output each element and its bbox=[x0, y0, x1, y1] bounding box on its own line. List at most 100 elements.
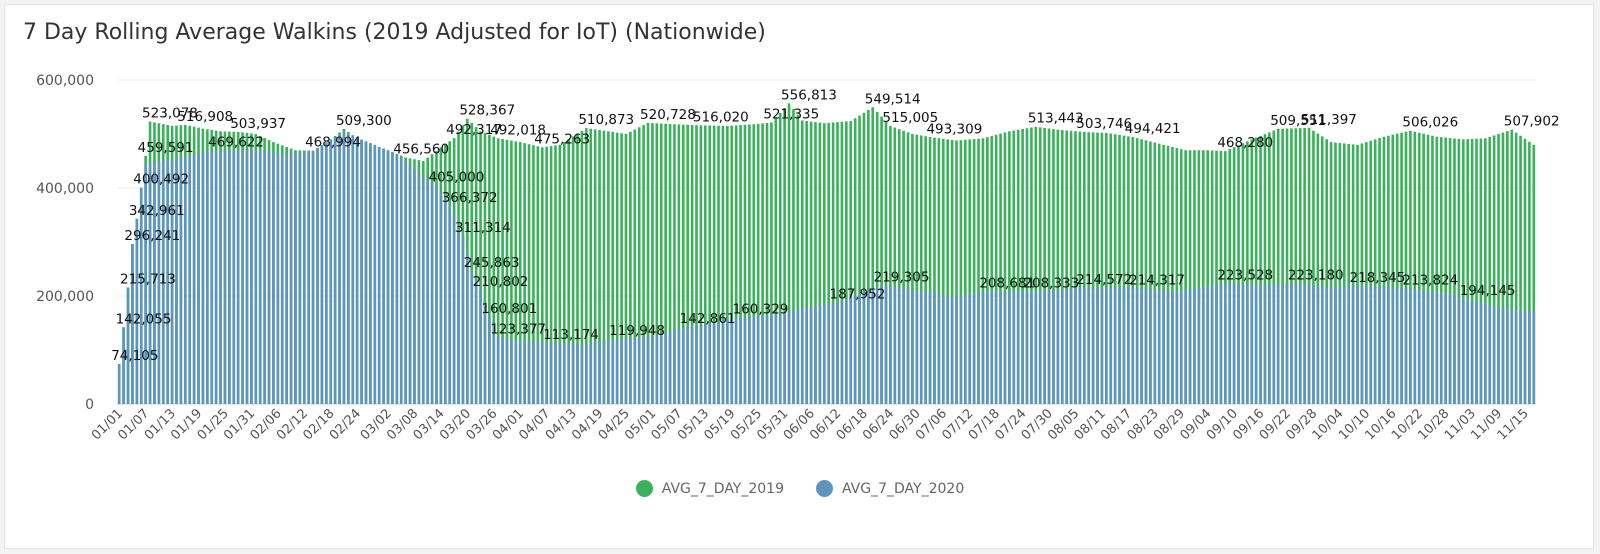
bar bbox=[593, 342, 597, 404]
bar bbox=[677, 329, 681, 404]
data-label: 506,026 bbox=[1402, 115, 1458, 131]
bar bbox=[1382, 136, 1386, 404]
bar bbox=[1329, 287, 1333, 404]
y-tick-label: 200,000 bbox=[36, 289, 94, 305]
bar bbox=[770, 122, 773, 404]
bar bbox=[1043, 127, 1046, 405]
bar bbox=[651, 123, 654, 405]
series-avg-7-day-2020 bbox=[117, 132, 1536, 405]
bar bbox=[840, 300, 844, 404]
bar bbox=[1021, 129, 1024, 404]
data-label: 523,078 bbox=[142, 106, 198, 122]
bar bbox=[501, 338, 504, 404]
bar bbox=[611, 131, 615, 405]
bar bbox=[1488, 136, 1492, 404]
bar bbox=[871, 107, 875, 404]
legend-item-2020[interactable]: AVG_7_DAY_2020 bbox=[816, 480, 964, 497]
bar bbox=[1034, 126, 1038, 405]
bar bbox=[1268, 132, 1271, 405]
bar bbox=[1417, 132, 1421, 405]
bar bbox=[1197, 287, 1201, 404]
bar bbox=[800, 308, 804, 404]
bar bbox=[871, 288, 875, 404]
bar bbox=[329, 140, 333, 404]
data-label: 494,421 bbox=[1125, 121, 1181, 137]
bar bbox=[1532, 311, 1536, 404]
bar bbox=[1334, 287, 1337, 404]
bar bbox=[1047, 128, 1051, 404]
bar bbox=[1157, 143, 1161, 404]
bar bbox=[192, 154, 196, 404]
bar bbox=[955, 140, 958, 405]
bar bbox=[703, 125, 707, 404]
bar bbox=[540, 342, 544, 404]
chart-title: 7 Day Rolling Average Walkins (2019 Adju… bbox=[23, 20, 766, 45]
bar bbox=[1426, 290, 1430, 404]
bar bbox=[1453, 138, 1456, 404]
bar bbox=[1444, 137, 1447, 404]
bar bbox=[413, 169, 416, 404]
bar bbox=[1140, 139, 1143, 405]
bar bbox=[1351, 286, 1355, 404]
bar bbox=[1105, 132, 1108, 405]
bar bbox=[1307, 285, 1311, 404]
bar bbox=[642, 337, 645, 404]
bar bbox=[1069, 130, 1073, 404]
data-label: 311,314 bbox=[455, 220, 511, 236]
bar bbox=[1417, 289, 1421, 404]
bar bbox=[1281, 284, 1284, 404]
bar bbox=[443, 199, 447, 404]
bar bbox=[928, 292, 932, 405]
bar bbox=[188, 155, 192, 404]
bar bbox=[1131, 137, 1135, 404]
bar bbox=[254, 149, 258, 404]
bar bbox=[1514, 309, 1518, 404]
bar bbox=[1131, 288, 1135, 404]
bar bbox=[457, 225, 460, 404]
bar bbox=[1422, 133, 1425, 404]
bar bbox=[338, 135, 341, 404]
bar bbox=[567, 343, 571, 404]
bar bbox=[994, 291, 998, 404]
data-label: 459,591 bbox=[138, 140, 194, 156]
bar bbox=[430, 182, 434, 404]
bar bbox=[1448, 294, 1452, 404]
bar bbox=[818, 122, 822, 404]
legend-item-2019[interactable]: AVG_7_DAY_2019 bbox=[635, 480, 784, 497]
bar bbox=[545, 342, 548, 404]
bar bbox=[1312, 130, 1315, 404]
bar bbox=[1413, 289, 1417, 404]
bar bbox=[919, 291, 923, 404]
bar bbox=[1351, 144, 1355, 404]
bar bbox=[748, 124, 751, 405]
bar bbox=[1025, 128, 1029, 404]
bar bbox=[986, 137, 989, 404]
y-tick-label: 400,000 bbox=[36, 181, 94, 197]
bar bbox=[1272, 284, 1276, 404]
bar bbox=[1316, 133, 1320, 405]
bar bbox=[1400, 132, 1403, 405]
bar bbox=[1224, 151, 1227, 404]
bar bbox=[139, 187, 143, 404]
bar bbox=[999, 291, 1002, 404]
bar bbox=[1369, 286, 1373, 404]
bar bbox=[496, 138, 500, 404]
bar bbox=[1285, 283, 1289, 404]
bar bbox=[681, 328, 685, 404]
bar bbox=[849, 297, 853, 404]
bar bbox=[977, 138, 980, 404]
bar bbox=[382, 149, 385, 404]
bar bbox=[399, 157, 403, 404]
bar bbox=[915, 290, 919, 404]
bar bbox=[1109, 133, 1113, 404]
bar bbox=[1100, 288, 1104, 404]
data-label: 510,873 bbox=[578, 112, 634, 128]
bar bbox=[668, 331, 672, 404]
bar bbox=[664, 123, 667, 404]
bar bbox=[1435, 292, 1439, 404]
bar bbox=[726, 319, 729, 404]
bar bbox=[1325, 139, 1328, 404]
bar bbox=[1144, 140, 1148, 404]
bar bbox=[448, 206, 452, 404]
bar bbox=[1038, 127, 1042, 404]
